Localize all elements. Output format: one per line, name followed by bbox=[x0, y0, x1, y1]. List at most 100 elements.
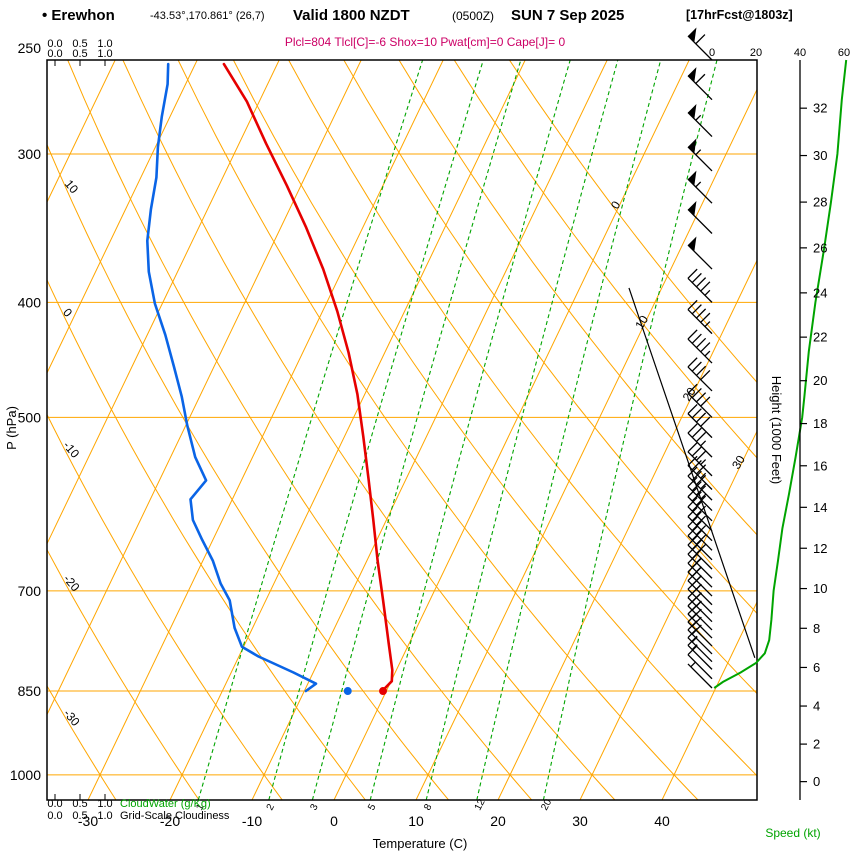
temperature-tick-label: 0 bbox=[330, 813, 338, 829]
height-axis-label: Height (1000 Feet) bbox=[769, 376, 784, 484]
speed-axis-label: Speed (kt) bbox=[765, 826, 820, 840]
wind-barb-feather bbox=[700, 281, 711, 292]
pressure-tick-label: 500 bbox=[18, 409, 42, 425]
wind-barb bbox=[687, 464, 713, 490]
pressure-tick-label: 700 bbox=[18, 583, 42, 599]
pressure-tick-label: 1000 bbox=[10, 767, 41, 783]
wind-barb-halffeather bbox=[700, 459, 707, 466]
wind-barb-pennant bbox=[687, 104, 697, 119]
isotherm-line bbox=[169, 60, 526, 800]
wind-barb-feather bbox=[687, 268, 698, 279]
height-tick-label: 12 bbox=[813, 541, 827, 556]
wind-barb bbox=[687, 277, 713, 303]
temperature-tick-label: -20 bbox=[160, 813, 180, 829]
surface-temperature-dot bbox=[379, 687, 388, 696]
temperature-tick-label: -30 bbox=[78, 813, 98, 829]
adiabat-label: -10 bbox=[60, 438, 82, 461]
height-tick-label: 18 bbox=[813, 416, 827, 431]
wind-barb-feather bbox=[691, 446, 702, 457]
height-tick-label: 22 bbox=[813, 330, 827, 345]
orange-grid-lines bbox=[47, 60, 757, 800]
cloudwater-scale-tick: 0.5 bbox=[72, 798, 87, 810]
adiabat-label: -30 bbox=[61, 707, 83, 730]
height-tick-label: 10 bbox=[813, 581, 827, 596]
temperature-tick-label: -10 bbox=[242, 813, 262, 829]
wind-barb-feather bbox=[691, 304, 702, 315]
wind-barb-feather bbox=[700, 342, 711, 353]
isotherm-line bbox=[47, 60, 116, 204]
wind-barb-feather bbox=[687, 553, 698, 564]
cloudiness-scale-label: Grid-Scale Cloudiness bbox=[120, 810, 230, 822]
wind-barb-feather bbox=[691, 470, 702, 481]
wind-barb bbox=[687, 366, 713, 392]
isotherm-line bbox=[47, 60, 362, 716]
dry-adiabat-line bbox=[47, 143, 449, 800]
cloudwater-scale-tick: 1.0 bbox=[97, 38, 112, 50]
wind-barb bbox=[687, 506, 713, 532]
wind-barb-halffeather bbox=[700, 483, 707, 490]
wind-barb-feather bbox=[687, 487, 698, 498]
wind-barb-feather bbox=[700, 396, 711, 407]
pressure-axis-label: P (hPa) bbox=[4, 406, 19, 450]
forecast-tag: [17hrFcst@1803z] bbox=[686, 8, 793, 22]
wind-barb bbox=[687, 654, 713, 680]
wind-barb-feather bbox=[695, 73, 706, 84]
wind-barb-feather bbox=[695, 515, 707, 526]
wind-barb-feather bbox=[687, 466, 698, 477]
wind-barb-feather bbox=[691, 501, 702, 512]
wind-barb bbox=[687, 486, 713, 512]
temperature-axis-label: Temperature (C) bbox=[373, 836, 468, 851]
wind-barb-feather bbox=[695, 485, 707, 496]
wind-barb-feather bbox=[687, 579, 698, 590]
cloudwater-scale-tick: 0.0 bbox=[47, 798, 62, 810]
speed-tick-label: 0 bbox=[709, 47, 715, 59]
wind-barb-feather bbox=[687, 357, 698, 368]
wind-barb-feather bbox=[687, 604, 698, 615]
wind-barb-feather bbox=[695, 505, 707, 516]
speed-and-height-panel bbox=[713, 59, 848, 800]
wind-barb-feather bbox=[695, 474, 707, 486]
plot-frame-layer bbox=[46, 59, 758, 801]
wind-barb-feather bbox=[687, 612, 698, 623]
mixing-ratio-label: 12 bbox=[473, 797, 488, 812]
isotherm-line bbox=[497, 259, 757, 800]
wind-barb-feather bbox=[687, 628, 698, 639]
mixing-ratio-label: 3 bbox=[308, 802, 321, 812]
wind-barb-feather bbox=[691, 481, 702, 492]
cloudiness-scale-tick: 1.0 bbox=[97, 810, 112, 822]
dry-adiabat-line bbox=[288, 60, 757, 695]
wind-barb-feather bbox=[687, 299, 698, 311]
temperature-tick-label: 10 bbox=[408, 813, 424, 829]
dry-adiabat-line bbox=[67, 60, 533, 800]
cloudiness-scale-tick: 0.0 bbox=[47, 810, 62, 822]
wind-barb-feather bbox=[695, 337, 707, 348]
wind-barb-feather bbox=[687, 635, 698, 646]
wind-barb-feather bbox=[695, 495, 707, 506]
mixing-ratio-lines bbox=[197, 60, 718, 800]
cloudiness-scale-tick: 0.5 bbox=[72, 48, 87, 60]
speed-tick-label: 20 bbox=[750, 47, 762, 59]
wind-barb-pennant bbox=[687, 27, 697, 43]
wind-barb-feather bbox=[695, 464, 707, 475]
wind-barb-halffeather bbox=[700, 440, 707, 447]
wind-barb-feather bbox=[695, 277, 707, 288]
wind-barb-halffeather bbox=[704, 321, 711, 328]
wind-barb-feather bbox=[695, 34, 706, 45]
height-tick-label: 16 bbox=[813, 458, 827, 473]
cloudiness-scale-tick: 0.0 bbox=[47, 48, 62, 60]
dry-adiabat-line bbox=[232, 60, 757, 777]
dry-adiabat-line bbox=[47, 413, 283, 800]
wind-barb-feather bbox=[691, 361, 702, 372]
valid-utc-label: (0500Z) bbox=[452, 9, 494, 23]
mixing-ratio-line bbox=[476, 60, 662, 800]
wind-barb-pennant bbox=[687, 200, 697, 216]
isotherm-line bbox=[333, 60, 690, 800]
wind-barb bbox=[687, 338, 713, 364]
isotherm-label: 0 bbox=[608, 198, 624, 211]
mixing-ratio-line bbox=[268, 60, 484, 800]
wind-barb-pennant bbox=[687, 67, 697, 83]
height-tick-label: 32 bbox=[813, 101, 827, 116]
wind-barb-feather bbox=[687, 516, 698, 527]
